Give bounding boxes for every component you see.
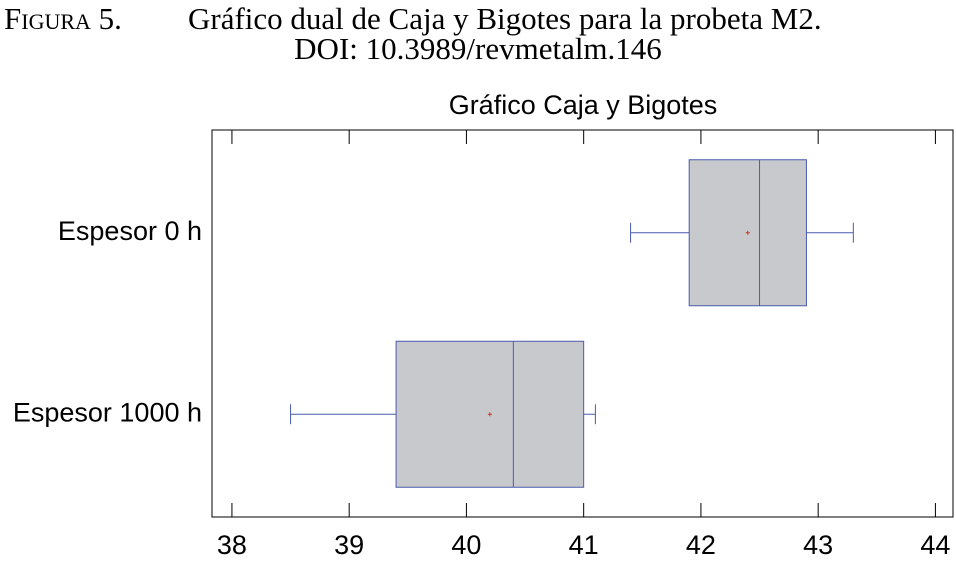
figure-doi: DOI: 10.3989/revmetalm.146 [294,31,662,66]
x-tick-label: 42 [686,530,716,560]
plot-frame [211,129,954,518]
x-tick-label: 39 [334,530,364,560]
mean-marker [487,412,492,417]
y-tick-label: Espesor 1000 h [13,397,202,427]
x-tick-label: 40 [451,530,481,560]
y-tick-label: Espesor 0 h [58,216,202,246]
figure-label: Figura 5. [4,1,122,36]
x-tick-label: 41 [569,530,599,560]
x-tick-label: 44 [920,530,950,560]
figure-caption: Gráfico dual de Caja y Bigotes para la p… [188,1,822,36]
x-tick-label: 38 [217,530,247,560]
x-tick-label: 43 [803,530,833,560]
mean-marker [745,230,750,235]
chart-title: Gráfico Caja y Bigotes [449,90,718,120]
